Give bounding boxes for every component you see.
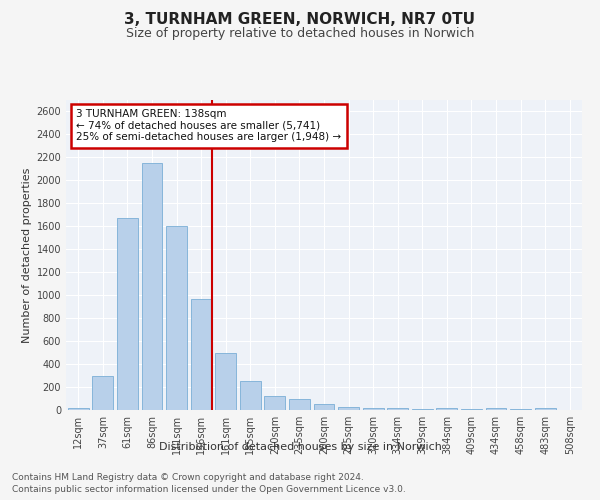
Bar bbox=[289, 398, 310, 410]
Bar bbox=[412, 409, 433, 410]
Y-axis label: Number of detached properties: Number of detached properties bbox=[22, 168, 32, 342]
Bar bbox=[387, 408, 408, 410]
Bar bbox=[240, 382, 261, 410]
Text: Contains HM Land Registry data © Crown copyright and database right 2024.: Contains HM Land Registry data © Crown c… bbox=[12, 472, 364, 482]
Text: 3 TURNHAM GREEN: 138sqm
← 74% of detached houses are smaller (5,741)
25% of semi: 3 TURNHAM GREEN: 138sqm ← 74% of detache… bbox=[76, 110, 341, 142]
Bar bbox=[338, 406, 359, 410]
Bar bbox=[215, 352, 236, 410]
Text: Contains public sector information licensed under the Open Government Licence v3: Contains public sector information licen… bbox=[12, 485, 406, 494]
Bar bbox=[142, 163, 163, 410]
Text: Size of property relative to detached houses in Norwich: Size of property relative to detached ho… bbox=[126, 28, 474, 40]
Bar bbox=[485, 408, 506, 410]
Bar bbox=[362, 408, 383, 410]
Text: 3, TURNHAM GREEN, NORWICH, NR7 0TU: 3, TURNHAM GREEN, NORWICH, NR7 0TU bbox=[125, 12, 476, 28]
Bar bbox=[436, 408, 457, 410]
Bar bbox=[166, 226, 187, 410]
Bar bbox=[265, 396, 286, 410]
Bar bbox=[535, 408, 556, 410]
Bar bbox=[191, 298, 212, 410]
Bar bbox=[92, 376, 113, 410]
Bar bbox=[117, 218, 138, 410]
Bar bbox=[68, 408, 89, 410]
Text: Distribution of detached houses by size in Norwich: Distribution of detached houses by size … bbox=[158, 442, 442, 452]
Bar bbox=[314, 404, 334, 410]
